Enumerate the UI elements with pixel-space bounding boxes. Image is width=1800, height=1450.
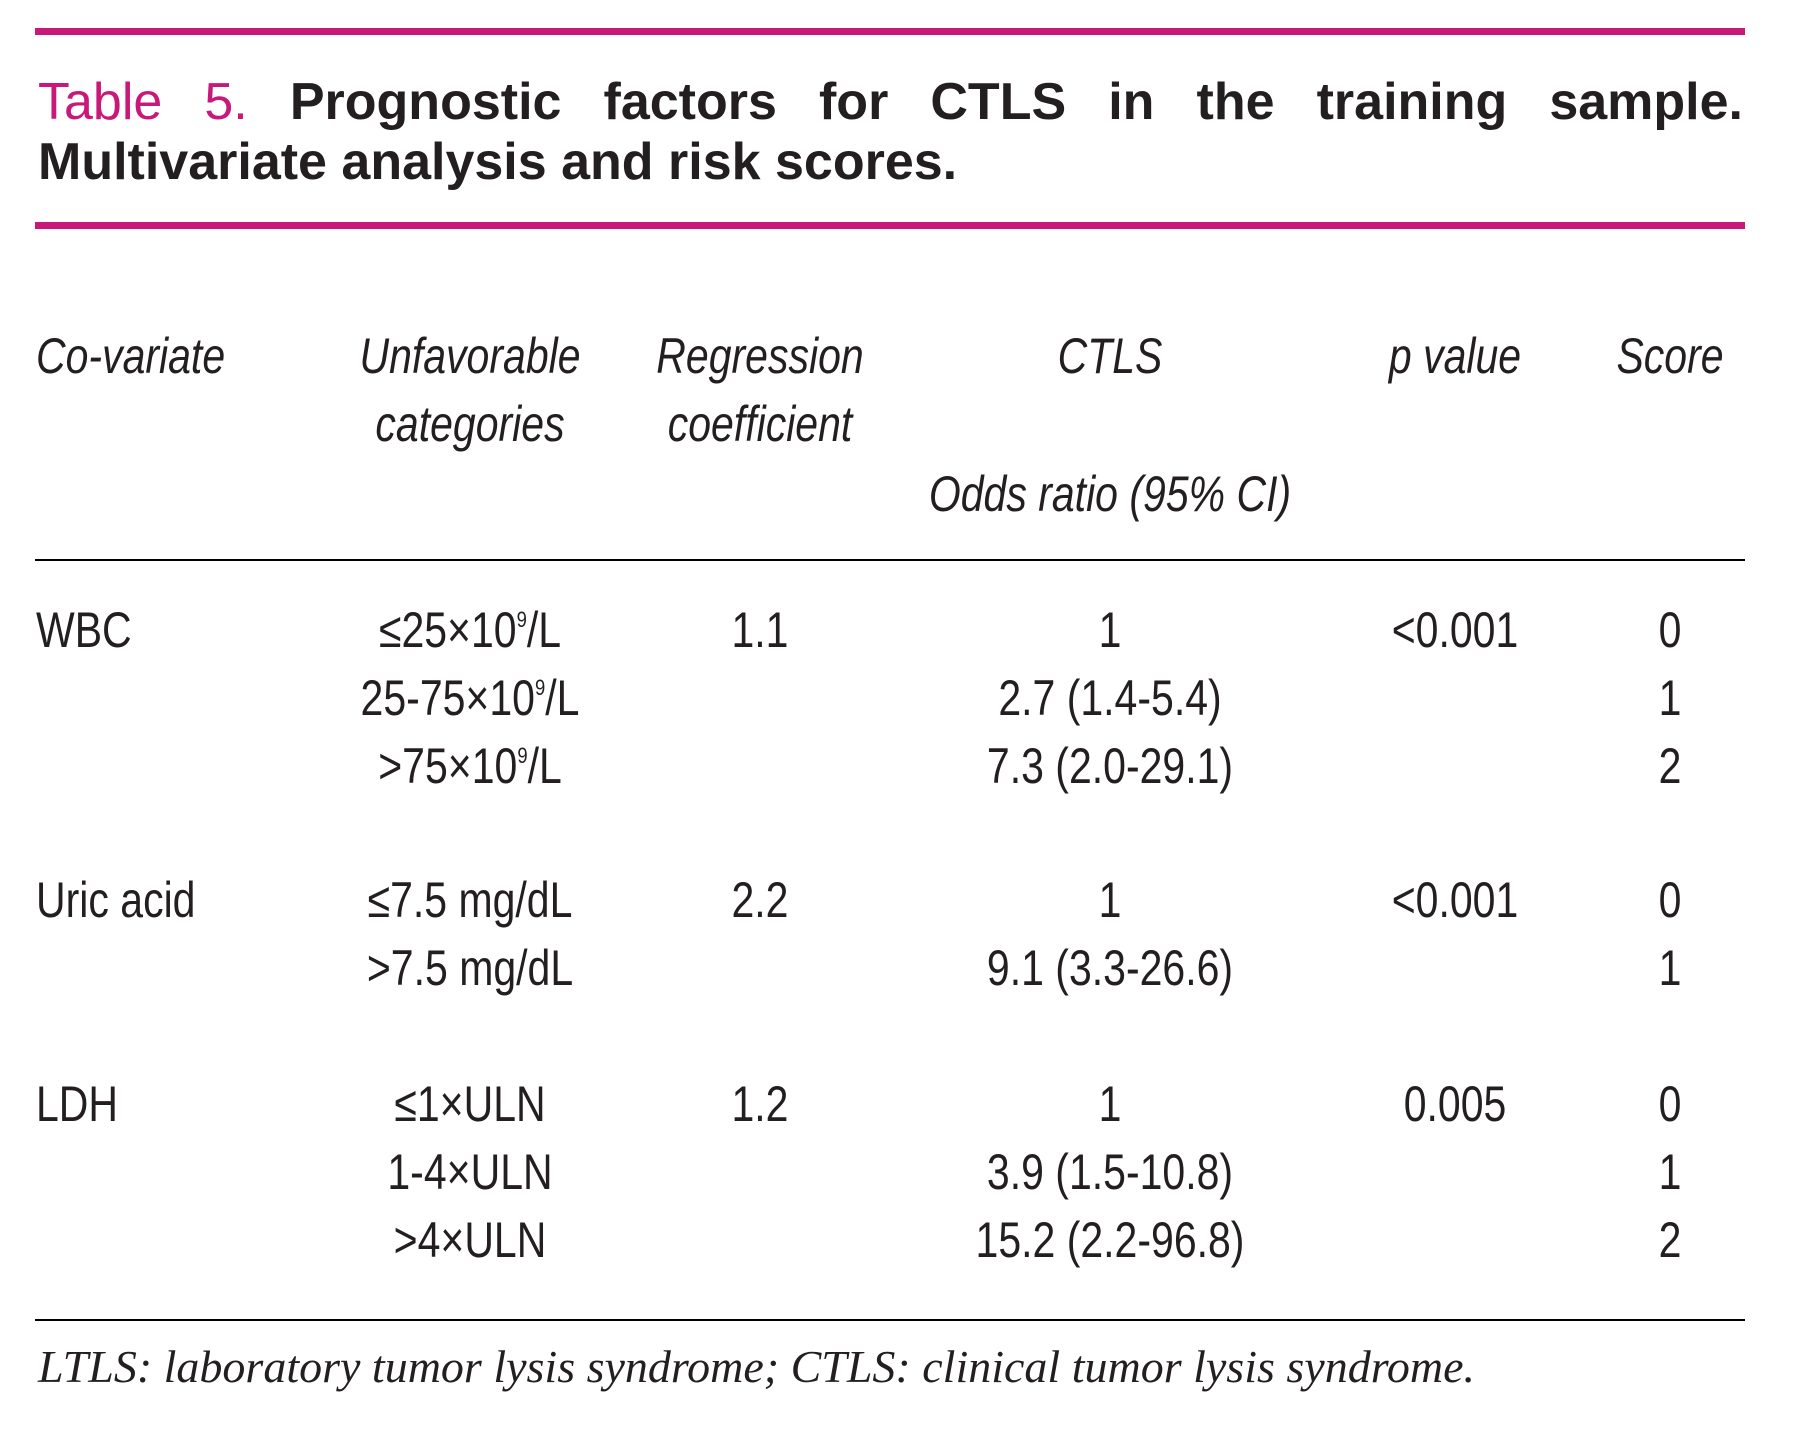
wbc-covariate: WBC xyxy=(36,602,132,658)
ldh-score-2: 1 xyxy=(1658,1144,1682,1200)
uric-odds-1: 1 xyxy=(1098,872,1122,928)
wbc-category-1: ≤25×109/L xyxy=(378,602,562,658)
header-score: Score xyxy=(1616,328,1724,384)
table-caption: Table 5. Prognostic factors for CTLS in … xyxy=(38,72,1743,192)
ldh-score-3: 2 xyxy=(1658,1212,1682,1268)
uric-odds-2: 9.1 (3.3-26.6) xyxy=(986,940,1234,996)
uric-category-2: >7.5 mg/dL xyxy=(366,940,574,996)
header-p-value: p value xyxy=(1388,328,1522,384)
table-bottom-rule xyxy=(35,1319,1745,1321)
header-unfavorable-line2: categories xyxy=(375,396,565,452)
ldh-odds-2: 3.9 (1.5-10.8) xyxy=(986,1144,1234,1200)
uric-category-1: ≤7.5 mg/dL xyxy=(367,872,573,928)
wbc-odds-3: 7.3 (2.0-29.1) xyxy=(986,738,1234,794)
header-covariate: Co-variate xyxy=(36,328,226,384)
header-odds-ratio: Odds ratio (95% CI) xyxy=(928,466,1292,522)
table-label: Table 5. xyxy=(38,73,248,131)
header-bottom-rule xyxy=(35,559,1745,561)
wbc-odds-1: 1 xyxy=(1098,602,1122,658)
wbc-score-3: 2 xyxy=(1658,738,1682,794)
uric-score-2: 1 xyxy=(1658,940,1682,996)
header-regression-line1: Regression xyxy=(656,328,864,384)
wbc-score-2: 1 xyxy=(1658,670,1682,726)
header-regression-line2: coefficient xyxy=(667,396,853,452)
ldh-category-3: >4×ULN xyxy=(393,1212,547,1268)
ldh-category-2: 1-4×ULN xyxy=(387,1144,553,1200)
ldh-score-1: 0 xyxy=(1658,1076,1682,1132)
ldh-odds-1: 1 xyxy=(1098,1076,1122,1132)
ldh-category-1: ≤1×ULN xyxy=(394,1076,546,1132)
header-ctls: CTLS xyxy=(1057,328,1163,384)
ldh-odds-3: 15.2 (2.2-96.8) xyxy=(975,1212,1245,1268)
header-unfavorable-line1: Unfavorable xyxy=(359,328,581,384)
wbc-regression: 1.1 xyxy=(731,602,789,658)
ldh-p-value: 0.005 xyxy=(1403,1076,1507,1132)
wbc-odds-2: 2.7 (1.4-5.4) xyxy=(998,670,1222,726)
ldh-regression: 1.2 xyxy=(731,1076,789,1132)
top-pink-rule xyxy=(35,28,1745,35)
ldh-covariate: LDH xyxy=(36,1076,119,1132)
uric-score-1: 0 xyxy=(1658,872,1682,928)
wbc-score-1: 0 xyxy=(1658,602,1682,658)
wbc-p-value: <0.001 xyxy=(1391,602,1519,658)
caption-bottom-pink-rule xyxy=(35,222,1745,229)
uric-covariate: Uric acid xyxy=(36,872,196,928)
uric-p-value: <0.001 xyxy=(1391,872,1519,928)
wbc-category-2: 25-75×109/L xyxy=(360,670,580,726)
table-title: Prognostic factors for CTLS in the train… xyxy=(38,73,1743,191)
uric-regression: 2.2 xyxy=(731,872,789,928)
table-footnote: LTLS: laboratory tumor lysis syndrome; C… xyxy=(38,1341,1476,1392)
wbc-category-3: >75×109/L xyxy=(378,738,562,794)
